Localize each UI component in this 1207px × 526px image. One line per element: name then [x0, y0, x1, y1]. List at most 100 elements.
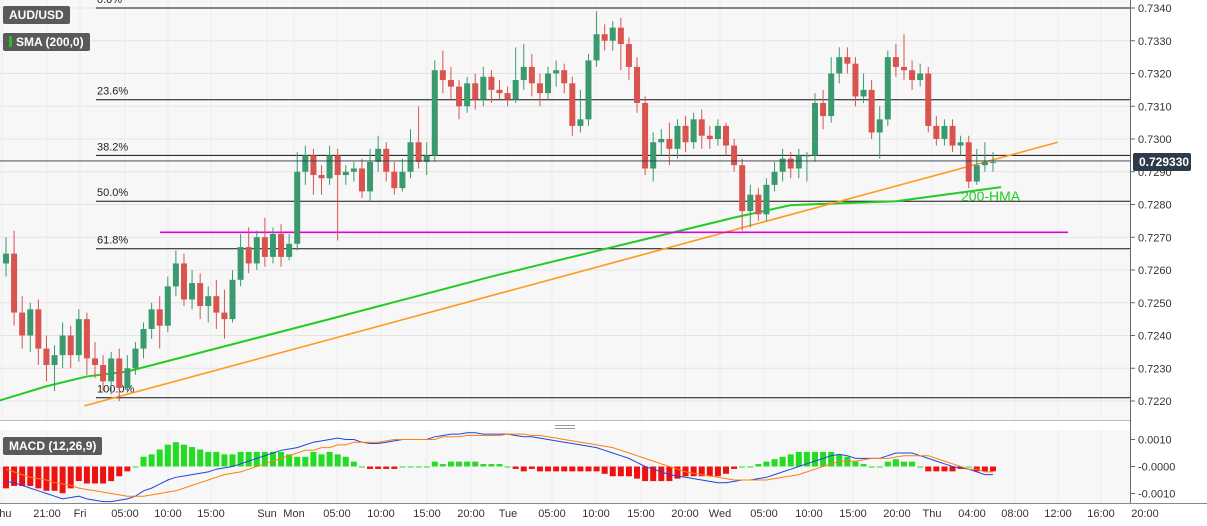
macd-hist-bar-negative	[577, 466, 584, 472]
candle-up	[957, 142, 964, 146]
macd-hist-bar-negative	[981, 466, 988, 472]
macd-hist-bar-negative	[706, 466, 713, 477]
candle-down	[156, 309, 163, 326]
macd-hist-bar-positive	[496, 464, 503, 467]
y-tick-label: 0.7280	[1138, 200, 1172, 212]
candle-up	[326, 155, 333, 179]
macd-hist-bar-positive	[237, 451, 244, 467]
candle-down	[19, 312, 26, 336]
macd-hist-bar-negative	[561, 466, 568, 472]
candle-down	[91, 358, 98, 365]
macd-hist-bar-negative	[925, 466, 932, 472]
macd-hist-bar-positive	[439, 464, 446, 467]
candle-up	[431, 70, 438, 156]
candle-down	[447, 80, 454, 87]
macd-hist-bar-positive	[334, 454, 341, 467]
macd-hist-bar-negative	[553, 466, 560, 472]
macd-hist-bar-positive	[189, 447, 196, 467]
candle-up	[593, 34, 600, 61]
candle-down	[601, 34, 608, 41]
candle-down	[900, 66, 907, 71]
macd-hist-bar-positive	[892, 459, 899, 467]
hma-line	[0, 186, 1002, 402]
y-tick-label: 0.7340	[1138, 3, 1172, 15]
macd-hist-bar-positive	[917, 466, 924, 468]
macd-hist-bar-positive	[197, 449, 204, 467]
fib-label: 23.6%	[97, 86, 128, 98]
macd-hist-bar-negative	[731, 466, 738, 469]
macd-hist-bar-negative	[941, 466, 948, 472]
x-tick-label: 15:00	[413, 508, 441, 520]
candle-down	[197, 283, 204, 307]
fib-label: 50.0%	[97, 187, 128, 199]
macd-hist-bar-negative	[124, 466, 131, 472]
macd-line	[5, 432, 993, 503]
candle-up	[3, 253, 9, 264]
symbol-label[interactable]: AUD/USD	[3, 6, 70, 24]
signal-line	[5, 433, 993, 497]
candle-up	[577, 119, 584, 126]
x-tick-label: Sun	[257, 508, 277, 520]
macd-hist-bar-negative	[375, 466, 382, 469]
macd-hist-bar-negative	[383, 466, 390, 469]
macd-hist-bar-positive	[358, 466, 365, 468]
y-tick-label: 0.7300	[1138, 134, 1172, 146]
macd-hist-bar-negative	[949, 466, 956, 472]
candle-down	[617, 27, 624, 45]
sma-indicator-label[interactable]: SMA (200,0)	[3, 33, 90, 51]
candle-down	[415, 142, 422, 162]
candle-down	[965, 142, 972, 182]
macd-hist-bar-positive	[431, 461, 438, 467]
candle-up	[658, 139, 665, 143]
y-tick-label: 0.7220	[1138, 396, 1172, 408]
macd-indicator-label[interactable]: MACD (12,26,9)	[3, 437, 103, 455]
candle-up	[812, 102, 818, 156]
x-tick-label: 08:00	[1001, 508, 1029, 520]
y-tick-label: 0.7250	[1138, 298, 1172, 310]
candle-up	[836, 57, 843, 74]
x-tick-label: 10:00	[582, 508, 610, 520]
candle-up	[860, 89, 867, 97]
candle-up	[674, 125, 681, 149]
y-tick-label: 0.7240	[1138, 331, 1172, 343]
candle-down	[504, 93, 511, 100]
macd-hist-bar-positive	[407, 466, 414, 468]
macd-hist-bar-negative	[391, 466, 398, 469]
candle-down	[852, 63, 859, 97]
candle-up	[253, 237, 260, 264]
candle-up	[172, 263, 179, 287]
macd-hist-bar-positive	[755, 464, 762, 467]
macd-hist-bar-negative	[108, 466, 115, 482]
candle-down	[682, 125, 689, 143]
candle-up	[480, 76, 487, 100]
x-tick-label: 21:00	[33, 508, 61, 520]
candle-down	[625, 44, 632, 67]
candle-down	[439, 70, 446, 81]
candle-down	[496, 89, 503, 94]
candle-down	[642, 102, 649, 169]
x-tick-label: Tue	[499, 508, 518, 520]
candle-down	[925, 73, 932, 126]
macd-hist-bar-positive	[253, 451, 260, 467]
panel-splitter[interactable]	[555, 425, 575, 429]
candle-up	[512, 80, 519, 100]
x-tick-label: 10:00	[154, 508, 182, 520]
sma-indicator-text: SMA (200,0)	[16, 35, 84, 49]
macd-hist-bar-positive	[245, 451, 252, 467]
candle-up	[828, 73, 835, 117]
candle-down	[358, 168, 365, 192]
fib-label: 0.0%	[97, 0, 122, 6]
candle-down	[706, 135, 713, 139]
macd-hist-bar-negative	[658, 466, 665, 482]
x-tick-label: Thu	[0, 508, 11, 520]
macd-panel	[3, 432, 996, 503]
y-tick-label: 0.7230	[1138, 363, 1172, 375]
current-price-label: 0.729330	[1139, 155, 1189, 169]
candle-up	[407, 142, 414, 172]
candle-down	[245, 247, 252, 264]
symbol-text: AUD/USD	[9, 8, 64, 22]
fib-label: 38.2%	[97, 141, 128, 153]
candle-up	[690, 119, 697, 143]
macd-hist-bar-negative	[67, 466, 74, 489]
candle-down	[949, 125, 956, 146]
